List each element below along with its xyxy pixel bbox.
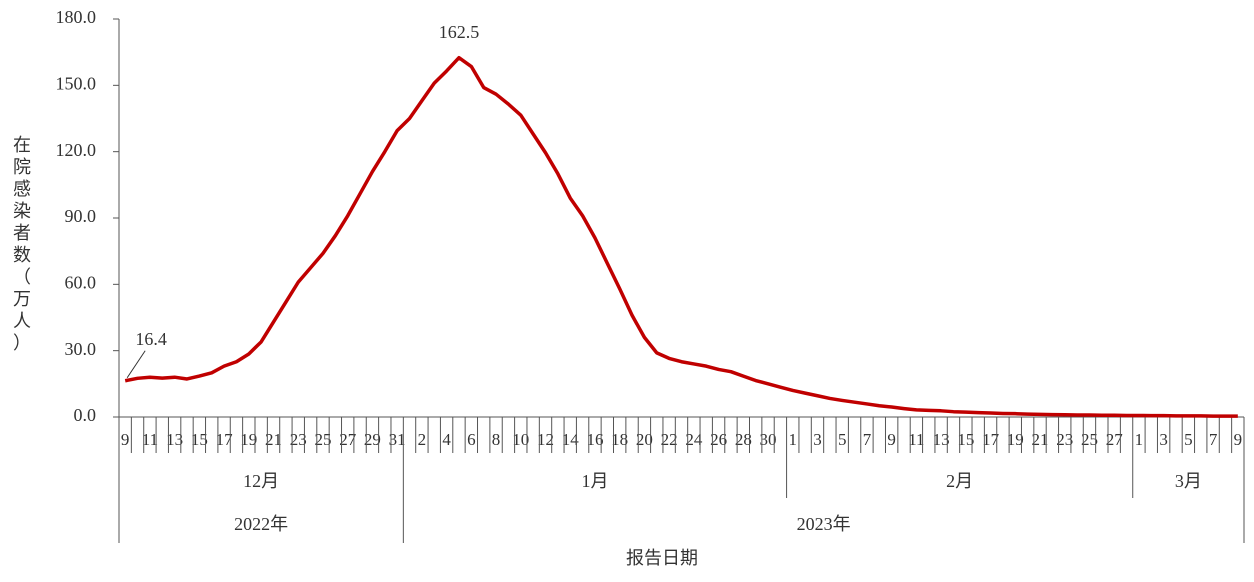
data-label: 16.4 <box>135 329 167 349</box>
y-axis-title: 在院感染者数（万人） <box>13 135 31 353</box>
year-label: 2022年 <box>234 514 288 534</box>
x-tick-label: 1 <box>1135 430 1144 449</box>
x-tick-label: 15 <box>191 430 208 449</box>
x-tick-label: 7 <box>863 430 872 449</box>
x-tick-label: 1 <box>789 430 798 449</box>
x-tick-label: 17 <box>982 430 1000 449</box>
x-tick-label: 10 <box>512 430 529 449</box>
label-leader <box>126 350 146 379</box>
x-tick-label: 19 <box>240 430 257 449</box>
y-tick-label: 180.0 <box>56 7 97 27</box>
x-tick-label: 11 <box>908 430 924 449</box>
x-tick-label: 30 <box>760 430 777 449</box>
x-tick-label: 14 <box>562 430 580 449</box>
data-label: 162.5 <box>439 22 480 42</box>
x-tick-label: 11 <box>142 430 158 449</box>
x-tick-label: 5 <box>1184 430 1193 449</box>
x-tick-label: 23 <box>290 430 307 449</box>
x-tick-label: 13 <box>933 430 950 449</box>
month-label: 1月 <box>581 471 608 491</box>
x-tick-label: 8 <box>492 430 501 449</box>
x-tick-label: 6 <box>467 430 476 449</box>
y-tick-label: 90.0 <box>65 206 97 226</box>
x-tick-label: 31 <box>389 430 406 449</box>
y-tick-label: 0.0 <box>74 405 97 425</box>
x-tick-label: 21 <box>265 430 282 449</box>
month-label: 12月 <box>243 471 279 491</box>
x-tick-label: 25 <box>1081 430 1098 449</box>
x-tick-label: 16 <box>586 430 603 449</box>
x-tick-label: 26 <box>710 430 727 449</box>
month-label: 3月 <box>1175 471 1202 491</box>
x-tick-label: 17 <box>216 430 234 449</box>
line <box>124 55 1238 418</box>
x-tick-label: 24 <box>685 430 703 449</box>
x-tick-label: 9 <box>1234 430 1243 449</box>
year-label: 2023年 <box>797 514 851 534</box>
x-tick-label: 28 <box>735 430 752 449</box>
y-tick-label: 150.0 <box>56 73 97 93</box>
x-tick-label: 13 <box>166 430 183 449</box>
x-tick-label: 7 <box>1209 430 1218 449</box>
x-tick-label: 21 <box>1032 430 1049 449</box>
y-tick-label: 30.0 <box>65 339 97 359</box>
x-tick-label: 15 <box>957 430 974 449</box>
x-tick-label: 27 <box>1106 430 1124 449</box>
x-tick-label: 9 <box>887 430 896 449</box>
x-tick-label: 20 <box>636 430 653 449</box>
month-label: 2月 <box>946 471 973 491</box>
x-tick-label: 23 <box>1056 430 1073 449</box>
x-tick-label: 2 <box>418 430 427 449</box>
x-tick-label: 12 <box>537 430 554 449</box>
x-tick-label: 22 <box>661 430 678 449</box>
x-tick-label: 5 <box>838 430 847 449</box>
x-tick-label: 9 <box>121 430 130 449</box>
x-tick-label: 29 <box>364 430 381 449</box>
x-tick-label: 3 <box>813 430 822 449</box>
x-tick-label: 4 <box>442 430 451 449</box>
y-tick-label: 60.0 <box>65 272 97 292</box>
x-tick-label: 27 <box>339 430 357 449</box>
x-tick-label: 19 <box>1007 430 1024 449</box>
x-tick-label: 3 <box>1159 430 1168 449</box>
x-tick-label: 18 <box>611 430 628 449</box>
y-tick-label: 120.0 <box>56 140 97 160</box>
x-axis-title: 报告日期 <box>626 548 698 568</box>
x-tick-label: 25 <box>314 430 331 449</box>
